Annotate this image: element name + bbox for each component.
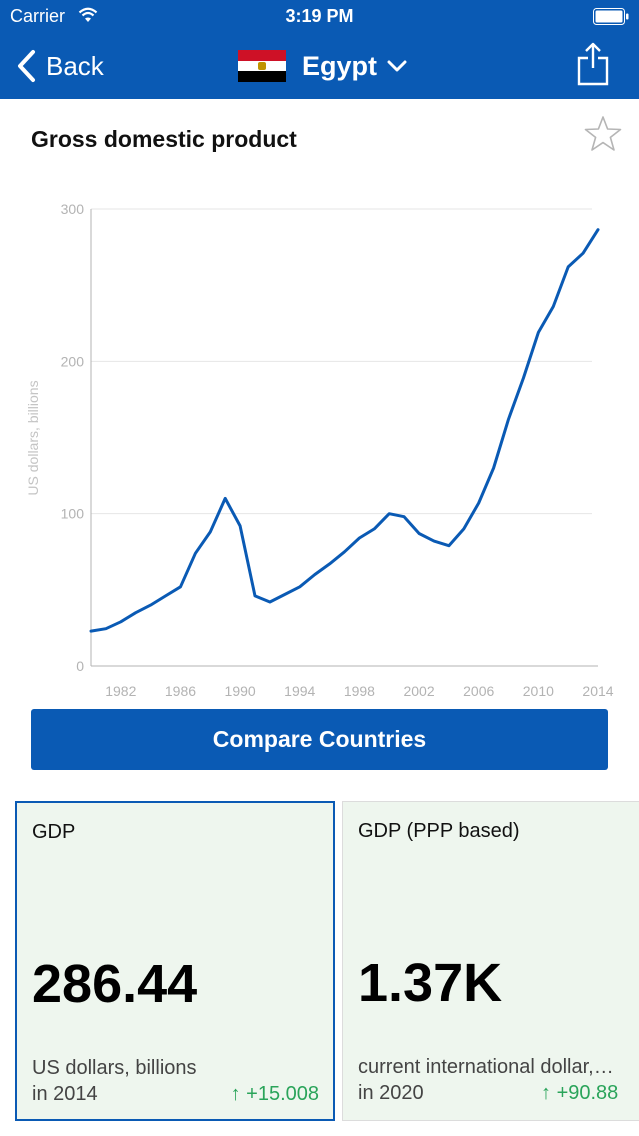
gdp-series-line (89, 228, 600, 633)
top-bar: Carrier 3:19 PM Back Egypt (0, 0, 639, 99)
y-tick-label: 200 (61, 353, 85, 369)
x-tick-label: 1982 (105, 683, 136, 699)
card-year: in 2014 (32, 1083, 98, 1105)
card-unit: US dollars, billions (32, 1057, 197, 1079)
card-value: 286.44 (32, 954, 198, 1014)
x-tick-label: 1998 (344, 683, 375, 699)
back-button[interactable]: Back (16, 48, 104, 84)
country-name: Egypt (302, 50, 378, 81)
gdp-card[interactable]: GDP 286.44 US dollars, billions in 2014 … (15, 801, 335, 1121)
x-tick-label: 2002 (403, 683, 434, 699)
dropdown-chevron-icon (387, 60, 407, 72)
indicator-header: Gross domestic product (0, 99, 639, 179)
navigation-bar: Back Egypt (0, 34, 639, 99)
egypt-flag-icon (238, 50, 286, 82)
y-axis-label: US dollars, billions (25, 380, 41, 495)
back-label: Back (46, 50, 104, 81)
carrier-label: Carrier (10, 6, 66, 26)
up-arrow-icon: ↑ (541, 1082, 551, 1104)
y-tick-label: 0 (76, 658, 84, 674)
country-selector[interactable]: Egypt (238, 48, 407, 84)
gdp-line-chart: 0 100 200 300 1982 1986 1990 1994 1998 2002 2006 20… (25, 201, 614, 699)
card-change: ↑ +90.88 (541, 1082, 618, 1105)
battery-icon (593, 8, 629, 25)
x-tick-label: 1986 (165, 683, 196, 699)
x-tick-label: 1990 (225, 683, 256, 699)
share-icon[interactable] (577, 42, 609, 86)
star-icon[interactable] (584, 115, 622, 153)
card-label: GDP (32, 821, 76, 843)
x-tick-label: 1994 (284, 683, 315, 699)
back-chevron-icon (18, 50, 35, 82)
y-tick-label: 300 (61, 201, 85, 217)
x-tick-label: 2006 (463, 683, 494, 699)
wifi-icon (78, 7, 98, 22)
card-label: GDP (PPP based) (358, 820, 520, 842)
status-time: 3:19 PM (285, 6, 354, 26)
compare-countries-button[interactable]: Compare Countries (31, 709, 608, 770)
card-change-value: +15.008 (246, 1083, 319, 1105)
up-arrow-icon: ↑ (230, 1083, 241, 1105)
gdp-ppp-card[interactable]: GDP (PPP based) 1.37K current internatio… (342, 801, 639, 1121)
card-value: 1.37K (358, 953, 503, 1013)
x-tick-label: 2010 (523, 683, 554, 699)
x-tick-label: 2014 (582, 683, 613, 699)
y-tick-label: 100 (61, 506, 85, 522)
card-unit: current international dollar,… (358, 1056, 614, 1078)
indicator-title: Gross domestic product (31, 126, 297, 152)
card-change-value: +90.88 (556, 1082, 619, 1104)
status-bar: Carrier 3:19 PM (0, 0, 639, 34)
card-change: ↑ +15.008 (231, 1083, 319, 1106)
card-year: in 2020 (358, 1082, 424, 1104)
